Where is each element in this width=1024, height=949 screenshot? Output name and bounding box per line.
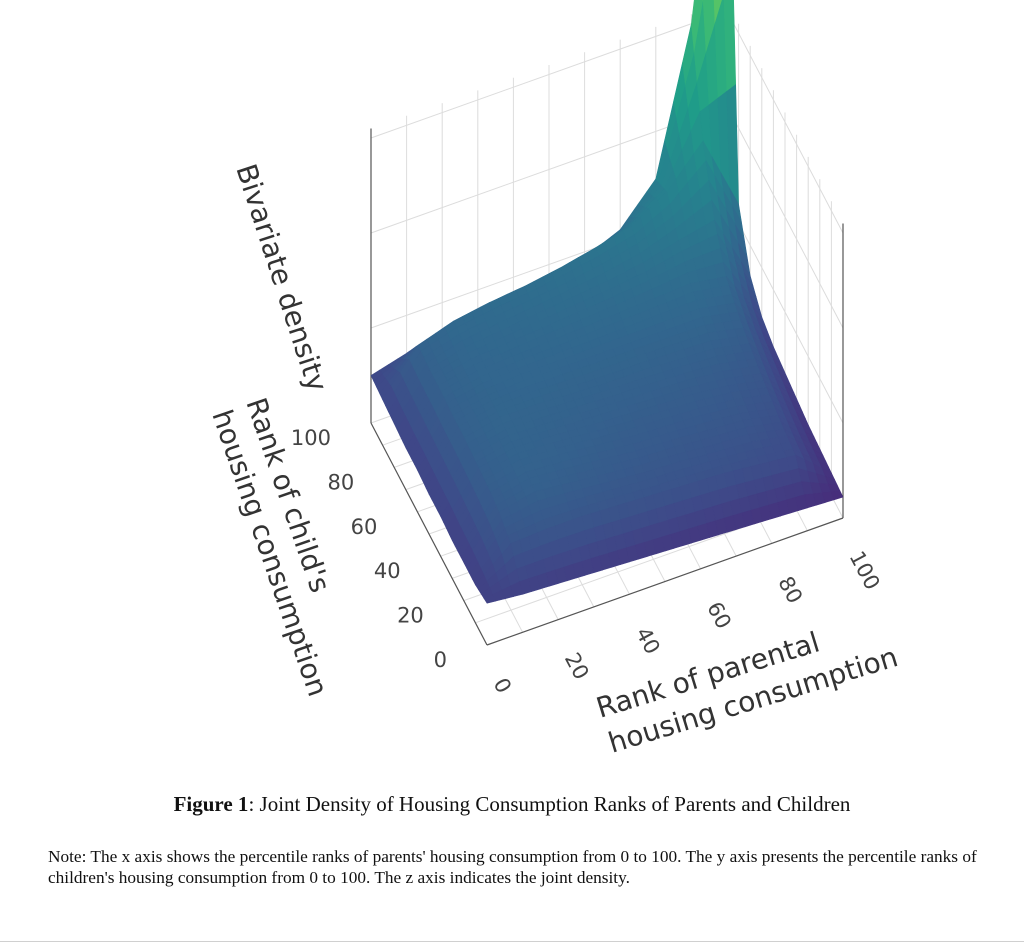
y-tick-label: 0 — [434, 648, 447, 672]
bottom-divider — [0, 941, 1024, 942]
z-axis-title: Bivariate density — [229, 160, 334, 396]
grid-line — [726, 200, 844, 424]
axis-line — [370, 422, 488, 646]
x-tick-label: 60 — [702, 598, 736, 633]
figure-caption: Figure 1: Joint Density of Housing Consu… — [0, 792, 1024, 817]
x-tick-label: 100 — [845, 547, 885, 594]
y-tick-label: 60 — [351, 515, 378, 539]
axis-line — [486, 517, 844, 646]
y-tick-label: 100 — [291, 426, 331, 450]
x-tick-label: 80 — [773, 572, 807, 607]
y-tick-label: 20 — [397, 604, 424, 628]
y-tick-label: 40 — [374, 559, 401, 583]
x-tick-label: 20 — [560, 649, 594, 684]
grid-line — [726, 10, 844, 234]
y-tick-label: 80 — [327, 470, 354, 494]
figure-label: Figure 1 — [173, 792, 249, 816]
figure-title: : Joint Density of Housing Consumption R… — [248, 792, 851, 816]
x-tick-label: 0 — [489, 674, 516, 697]
grid-line — [726, 105, 844, 329]
surface-cell — [830, 490, 844, 501]
x-tick-label: 40 — [631, 623, 665, 658]
grid-line — [370, 10, 728, 139]
figure-note: Note: The x axis shows the percentile ra… — [48, 847, 977, 887]
density-surface — [370, 0, 844, 604]
